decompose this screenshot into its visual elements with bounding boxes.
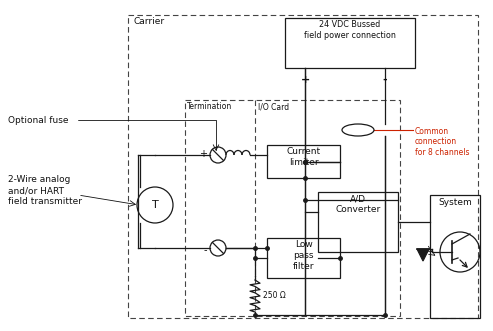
Text: 250 Ω: 250 Ω [263, 292, 286, 301]
Text: +: + [199, 149, 207, 159]
Text: A/D
Converter: A/D Converter [335, 194, 381, 214]
Text: -: - [204, 245, 207, 255]
Text: -: - [383, 75, 387, 85]
Text: T: T [152, 200, 158, 210]
Text: Common
connection
for 8 channels: Common connection for 8 channels [415, 127, 469, 157]
Text: Carrier: Carrier [133, 17, 164, 26]
Text: Termination: Termination [187, 102, 232, 111]
Text: Low
pass
filter: Low pass filter [293, 240, 314, 271]
Text: Current
limiter: Current limiter [286, 147, 320, 167]
Text: +: + [300, 75, 310, 85]
Text: 2-Wire analog
and/or HART
field transmitter: 2-Wire analog and/or HART field transmit… [8, 175, 82, 206]
Text: System: System [438, 198, 472, 207]
Polygon shape [417, 249, 429, 261]
Text: I/O Card: I/O Card [258, 102, 289, 111]
Text: Optional fuse: Optional fuse [8, 116, 69, 124]
Text: 24 VDC Bussed
field power connection: 24 VDC Bussed field power connection [304, 20, 396, 40]
